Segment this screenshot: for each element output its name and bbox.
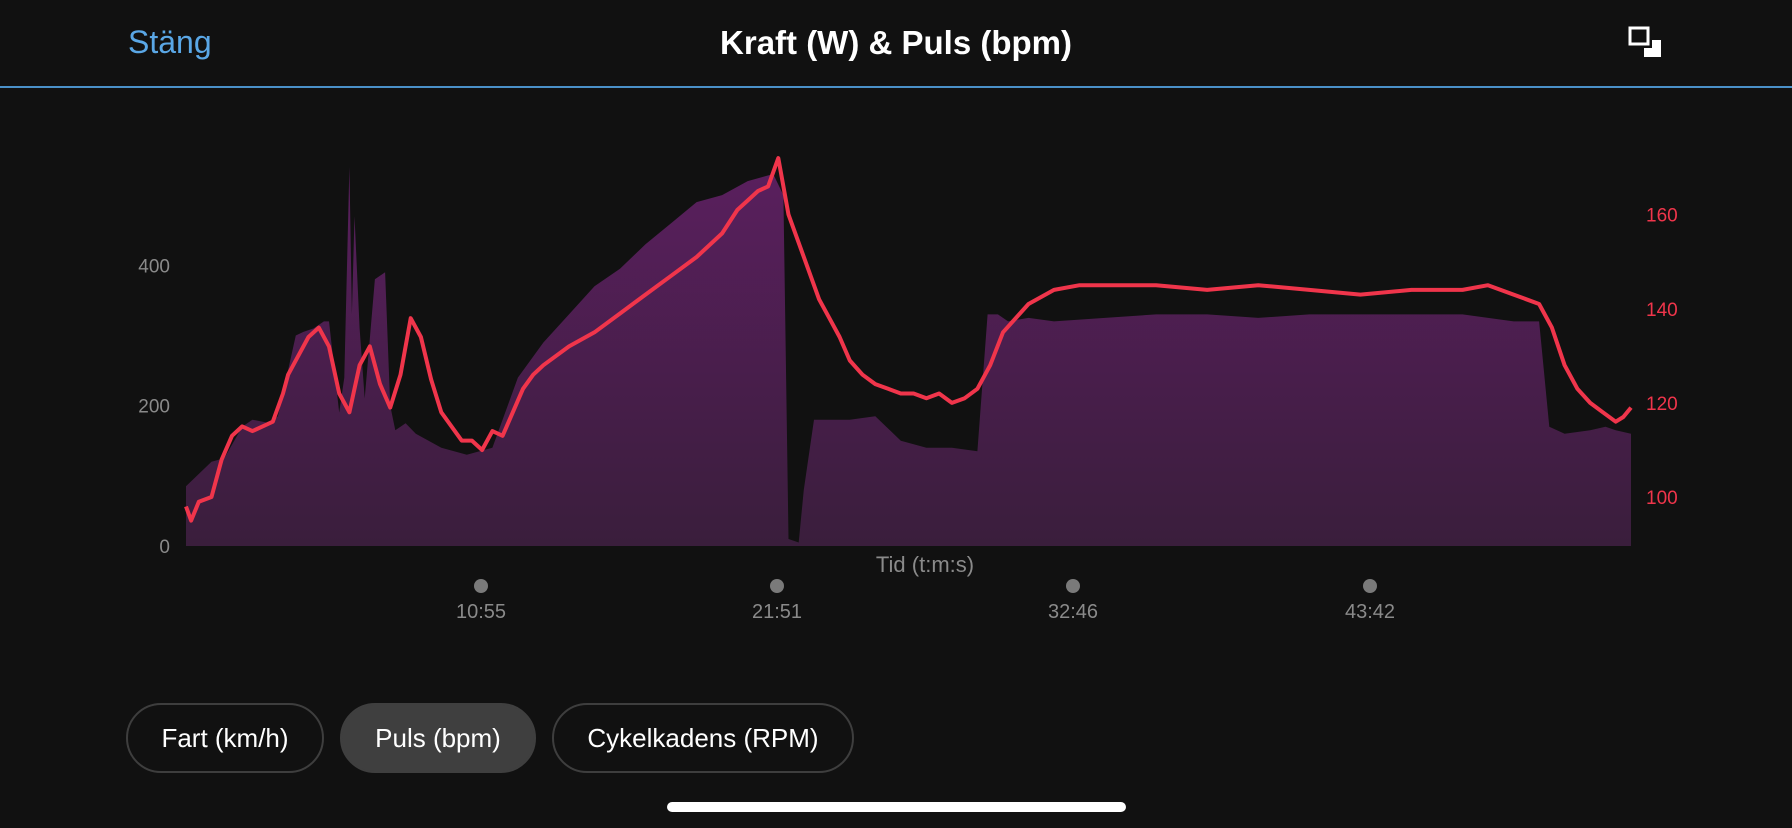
- time-tick-marker: [770, 579, 784, 593]
- time-tick-label: 43:42: [1345, 601, 1395, 623]
- time-tick-marker: [474, 579, 488, 593]
- x-axis-title: Tid (t:m:s): [876, 552, 974, 577]
- top-bar: Stäng Kraft (W) & Puls (bpm): [0, 0, 1792, 88]
- tab-heart-rate[interactable]: Puls (bpm): [340, 703, 536, 773]
- time-axis: 10:55 21:51 32:46 43:42: [456, 579, 1395, 623]
- tab-speed-label: Fart (km/h): [161, 722, 289, 753]
- power-tick-label: 200: [138, 397, 170, 418]
- home-indicator: [667, 802, 1126, 812]
- time-tick-label: 32:46: [1048, 601, 1098, 623]
- chart-series: [184, 156, 1633, 546]
- heart-rate-tick-label: 140: [1646, 300, 1678, 321]
- expand-icon[interactable]: [1628, 26, 1664, 60]
- time-tick-label: 21:51: [752, 601, 802, 623]
- tab-heart-rate-label: Puls (bpm): [375, 722, 501, 753]
- heart-rate-tick-label: 120: [1646, 394, 1678, 415]
- tab-cadence[interactable]: Cykelkadens (RPM): [552, 703, 854, 773]
- heart-rate-tick-label: 100: [1646, 488, 1678, 509]
- power-tick-label: 400: [138, 256, 170, 277]
- tab-speed[interactable]: Fart (km/h): [126, 703, 324, 773]
- power-tick-label: 0: [159, 537, 170, 558]
- heart-rate-axis: 100 120 140 160: [1646, 206, 1678, 509]
- power-heart-rate-chart: 0 200 400 100 120 140 160 10:55 21:51 32:46 43:4…: [138, 156, 1678, 623]
- close-button[interactable]: Stäng: [128, 24, 212, 60]
- page-title: Kraft (W) & Puls (bpm): [720, 24, 1072, 61]
- heart-rate-tick-label: 160: [1646, 206, 1678, 227]
- power-axis: 0 200 400: [138, 256, 170, 558]
- tab-cadence-label: Cykelkadens (RPM): [587, 722, 819, 753]
- chart-area: 0 200 400 100 120 140 160 10:55 21:51 32:46 43:4…: [0, 90, 1792, 670]
- time-tick-marker: [1363, 579, 1377, 593]
- time-tick-marker: [1066, 579, 1080, 593]
- heart-rate-line: [184, 156, 1633, 523]
- time-tick-label: 10:55: [456, 601, 506, 623]
- power-area: [186, 167, 1631, 546]
